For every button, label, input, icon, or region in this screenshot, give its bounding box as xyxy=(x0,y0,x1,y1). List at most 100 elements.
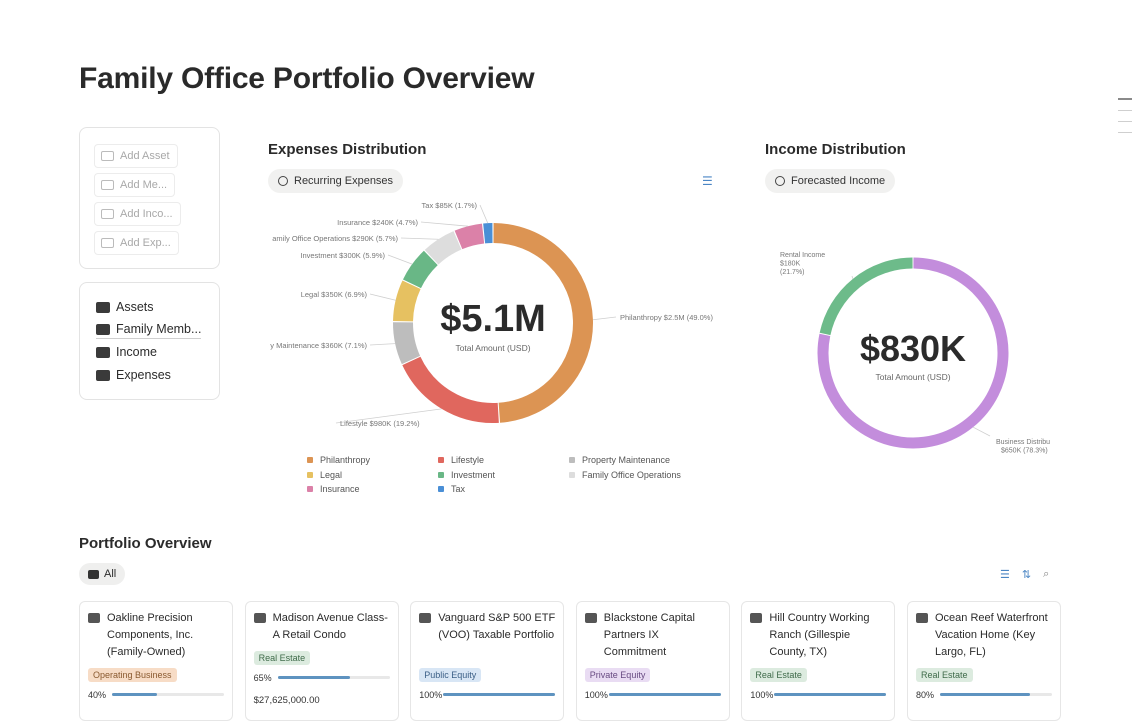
legend-item[interactable]: Family Office Operations xyxy=(569,470,681,480)
donut-slice[interactable] xyxy=(458,234,483,240)
asset-card[interactable]: Blackstone Capital Partners IX Commitmen… xyxy=(576,601,730,721)
legend-item[interactable]: Philanthropy xyxy=(307,455,370,465)
label-leader-line xyxy=(480,205,488,223)
asset-name: Vanguard S&P 500 ETF (VOO) Taxable Portf… xyxy=(438,610,558,644)
progress-bar xyxy=(940,693,1052,696)
legend-swatch xyxy=(438,457,444,463)
legend-label: Philanthropy xyxy=(320,455,370,465)
donut-slice[interactable] xyxy=(412,258,431,284)
asset-card[interactable]: Ocean Reef Waterfront Vacation Home (Key… xyxy=(907,601,1061,721)
asset-card[interactable]: Oakline Precision Components, Inc. (Fami… xyxy=(79,601,233,721)
label-leader-line xyxy=(370,344,395,345)
asset-card[interactable]: Madison Avenue Class-A Retail Condo Real … xyxy=(245,601,399,721)
asset-name: Oakline Precision Components, Inc. (Fami… xyxy=(107,610,227,661)
slice-label: Rental Income xyxy=(780,252,825,259)
legend-item[interactable]: Legal xyxy=(307,470,342,480)
asset-name: Madison Avenue Class-A Retail Condo xyxy=(273,610,393,644)
asset-card[interactable]: Hill Country Working Ranch (Gillespie Co… xyxy=(741,601,895,721)
legend-label: Insurance xyxy=(320,484,360,494)
sort-icon[interactable]: ⇅ xyxy=(1022,568,1031,581)
search-icon[interactable]: ⌕ xyxy=(1043,568,1049,581)
label-leader-line xyxy=(852,276,853,279)
slice-label: Insurance $240K (4.7%) xyxy=(337,218,418,227)
asset-type-badge: Public Equity xyxy=(419,668,481,682)
legend-swatch xyxy=(438,472,444,478)
legend-label: Investment xyxy=(451,470,495,480)
slice-label: y Maintenance $360K (7.1%) xyxy=(270,341,367,350)
progress-percent: 65% xyxy=(254,673,272,683)
progress-bar xyxy=(278,676,390,679)
label-leader-line xyxy=(973,427,990,436)
legend-item[interactable]: Insurance xyxy=(307,484,360,494)
briefcase-icon xyxy=(88,613,100,623)
progress-bar xyxy=(609,693,721,696)
progress-fill xyxy=(112,693,157,696)
progress-bar xyxy=(112,693,224,696)
slice-label: Tax $85K (1.7%) xyxy=(422,201,478,210)
legend-swatch xyxy=(307,486,313,492)
asset-name: Ocean Reef Waterfront Vacation Home (Key… xyxy=(935,610,1055,661)
filter-icon[interactable]: ☰ xyxy=(1000,568,1010,581)
slice-label: amily Office Operations $290K (5.7%) xyxy=(272,234,398,243)
legend-item[interactable]: Lifestyle xyxy=(438,455,484,465)
total-expenses-label: Total Amount (USD) xyxy=(455,343,530,353)
donut-slice[interactable] xyxy=(825,263,913,334)
progress-percent: 100% xyxy=(419,690,442,700)
legend-label: Legal xyxy=(320,470,342,480)
filter-all-chip[interactable]: All xyxy=(79,563,125,585)
legend-swatch xyxy=(307,472,313,478)
legend-label: Property Maintenance xyxy=(582,455,670,465)
progress-percent: 100% xyxy=(585,690,608,700)
donut-slice[interactable] xyxy=(411,361,498,413)
legend-item[interactable]: Property Maintenance xyxy=(569,455,670,465)
briefcase-icon xyxy=(585,613,597,623)
legend-swatch xyxy=(569,472,575,478)
slice-label: Business Distribu xyxy=(996,439,1050,446)
progress-bar xyxy=(443,693,555,696)
asset-type-badge: Real Estate xyxy=(916,668,973,682)
progress-bar xyxy=(774,693,886,696)
asset-type-badge: Real Estate xyxy=(254,651,311,665)
legend-item[interactable]: Tax xyxy=(438,484,465,494)
slice-label: Lifestyle $980K (19.2%) xyxy=(340,419,420,428)
total-income-label: Total Amount (USD) xyxy=(875,372,950,382)
progress-fill xyxy=(774,693,886,696)
progress-percent: 80% xyxy=(916,690,934,700)
income-title: Income Distribution xyxy=(765,141,906,158)
asset-name: Blackstone Capital Partners IX Commitmen… xyxy=(604,610,724,661)
progress-fill xyxy=(940,693,1030,696)
asset-type-badge: Private Equity xyxy=(585,668,651,682)
asset-type-badge: Operating Business xyxy=(88,668,177,682)
donut-slice[interactable] xyxy=(432,240,458,257)
legend-item[interactable]: Investment xyxy=(438,470,495,480)
briefcase-icon xyxy=(916,613,928,623)
legend-swatch xyxy=(438,486,444,492)
slice-label: (21.7%) xyxy=(780,269,805,276)
legend-label: Tax xyxy=(451,484,465,494)
slice-label: Investment $300K (5.9%) xyxy=(300,251,385,260)
total-income-value: $830K xyxy=(860,328,966,369)
briefcase-icon xyxy=(88,570,99,579)
progress-percent: 40% xyxy=(88,690,106,700)
progress-percent: 100% xyxy=(750,690,773,700)
pie-chart-icon xyxy=(775,176,785,186)
label-leader-line xyxy=(401,238,438,239)
portfolio-title: Portfolio Overview xyxy=(79,535,212,552)
donut-slice[interactable] xyxy=(403,322,411,360)
total-expenses-value: $5.1M xyxy=(440,298,546,340)
asset-amount: $27,625,000.00 xyxy=(254,695,320,706)
briefcase-icon xyxy=(254,613,266,623)
donut-slice[interactable] xyxy=(403,285,412,321)
slice-label: Legal $350K (6.9%) xyxy=(301,290,368,299)
label-leader-line xyxy=(370,294,396,300)
slice-label: $180K xyxy=(780,261,801,268)
forecasted-income-chip[interactable]: Forecasted Income xyxy=(765,169,895,193)
asset-type-badge: Real Estate xyxy=(750,668,807,682)
legend-label: Family Office Operations xyxy=(582,470,681,480)
progress-fill xyxy=(278,676,351,679)
slice-label: $650K (78.3%) xyxy=(1001,448,1048,455)
asset-name: Hill Country Working Ranch (Gillespie Co… xyxy=(769,610,889,661)
progress-fill xyxy=(609,693,721,696)
legend-swatch xyxy=(569,457,575,463)
asset-card[interactable]: Vanguard S&P 500 ETF (VOO) Taxable Portf… xyxy=(410,601,564,721)
